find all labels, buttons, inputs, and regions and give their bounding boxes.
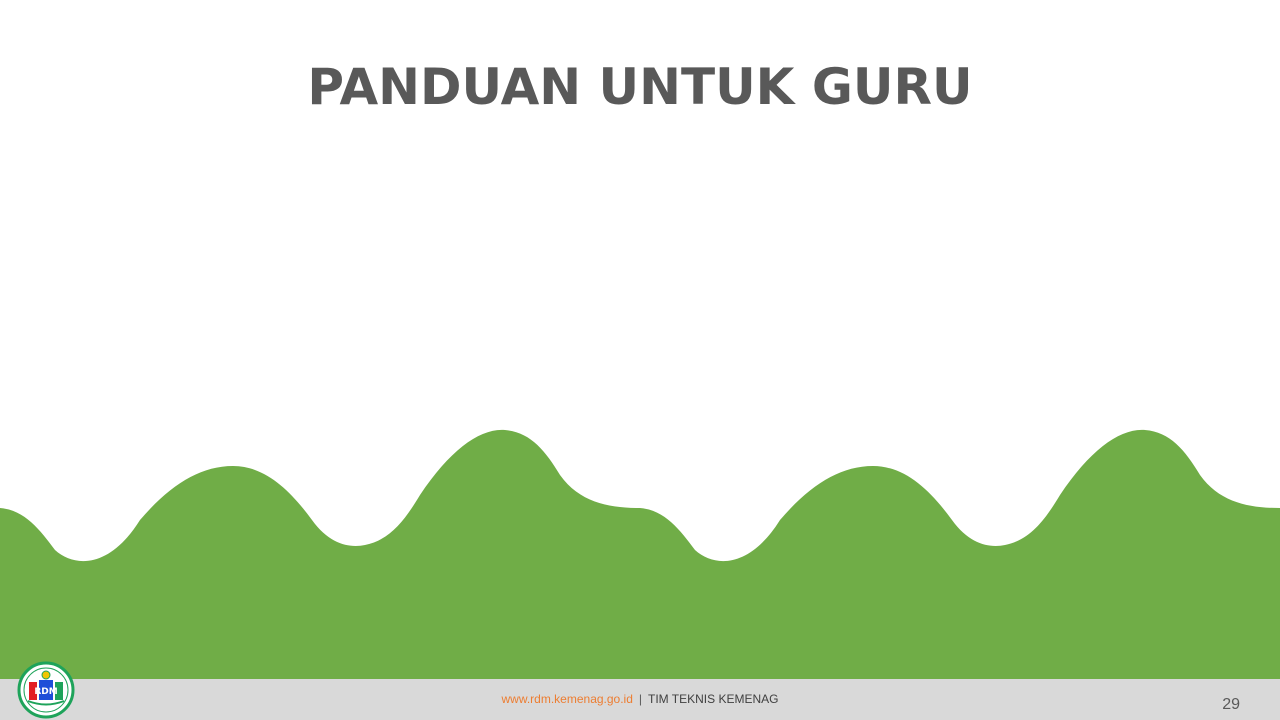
rdm-logo-icon: RDM — [17, 661, 75, 719]
green-wave-shape — [0, 429, 1280, 680]
page-number: 29 — [1222, 696, 1240, 713]
slide-title: PANDUAN UNTUK GURU — [307, 58, 973, 116]
footer-separator: | — [638, 692, 643, 706]
logo-text: RDM — [34, 687, 57, 697]
footer-team-label: TIM TEKNIS KEMENAG — [648, 692, 779, 706]
footer-bar — [0, 679, 1280, 720]
green-wave-decoration — [0, 429, 1280, 680]
footer-text: www.rdm.kemenag.go.id | TIM TEKNIS KEMENAG — [0, 692, 1280, 706]
footer-url-link[interactable]: www.rdm.kemenag.go.id — [501, 692, 633, 706]
